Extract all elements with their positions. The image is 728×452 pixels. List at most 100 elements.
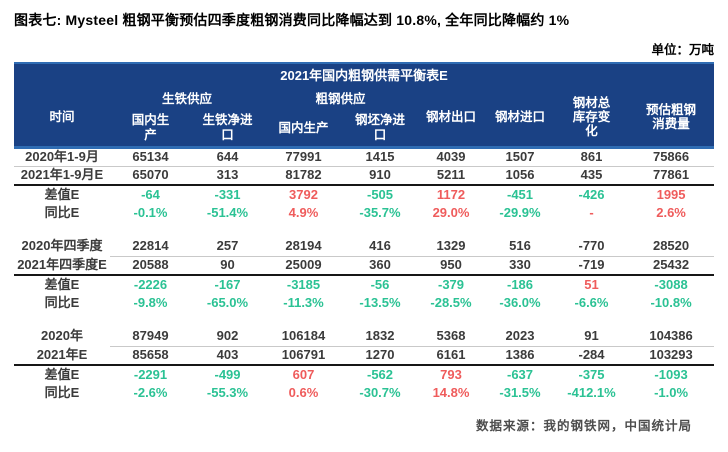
value-cell: -55.3% xyxy=(206,385,249,401)
table-row: 2021年1-9月E 65070 313 81782 910 5211 1056 435 778… xyxy=(14,166,715,186)
col-header-time: 时间 xyxy=(14,89,110,149)
row-label: 同比E xyxy=(44,295,80,311)
value-cell: 2.6% xyxy=(656,205,686,221)
value-cell: -10.8% xyxy=(650,295,692,311)
value-cell: -28.5% xyxy=(430,295,472,311)
value-cell: -29.9% xyxy=(499,205,541,221)
value-cell: -562 xyxy=(343,364,417,384)
value-cell: 5368 xyxy=(417,327,485,347)
unit-label: 单位：万吨 xyxy=(651,43,714,57)
data-source: 数据来源：我的钢铁网，中国统计局 xyxy=(475,419,692,433)
value-cell: -0.1% xyxy=(133,205,168,221)
value-cell: 51 xyxy=(555,274,628,294)
value-cell: -3088 xyxy=(628,274,715,294)
value-cell: -56 xyxy=(343,274,417,294)
row-label: 差值E xyxy=(14,274,110,294)
value-cell: 29.0% xyxy=(432,205,470,221)
value-cell: -426 xyxy=(555,184,628,204)
value-cell: -331 xyxy=(191,184,264,204)
value-cell: -284 xyxy=(555,346,628,366)
row-label: 2021年四季度E xyxy=(17,256,107,272)
row-label: 2020年1-9月 xyxy=(14,147,110,167)
value-cell: -3185 xyxy=(264,274,343,294)
value-cell: 14.8% xyxy=(432,385,470,401)
value-cell: 416 xyxy=(343,237,417,257)
value-cell: -31.5% xyxy=(499,385,541,401)
table-row: 同比E -2.6% -55.3% 0.6% -30.7% 14.8% -31.5% -412.… xyxy=(14,384,714,403)
value-cell: - xyxy=(589,205,594,221)
value-cell: 1329 xyxy=(417,237,485,257)
value-cell: 104386 xyxy=(628,327,715,347)
value-cell: -65.0% xyxy=(206,295,249,311)
value-cell: 1270 xyxy=(343,346,417,366)
value-cell: 28194 xyxy=(264,237,343,257)
table-row: 差值E -64 -331 3792 -505 1172 -451 -426 1995 xyxy=(14,184,715,204)
value-cell: -186 xyxy=(485,274,555,294)
col-header-billet-net-import: 钢坯净进口 xyxy=(343,110,417,149)
col-header-inventory-change: 钢材总库存变化 xyxy=(555,89,628,149)
value-cell: 25432 xyxy=(628,256,715,276)
value-cell: -36.0% xyxy=(499,295,541,311)
value-cell: 6161 xyxy=(417,346,485,366)
value-cell: -451 xyxy=(485,184,555,204)
value-cell: 403 xyxy=(191,346,264,366)
table-row: 同比E -9.8% -65.0% -11.3% -13.5% -28.5% -36.0% -6… xyxy=(14,294,714,313)
value-cell: 1056 xyxy=(485,166,555,186)
value-cell: 0.6% xyxy=(288,385,319,401)
row-label: 2021年1-9月E xyxy=(14,166,110,186)
table-row: 2021年E 85658 403 106791 1270 6161 1386 -284 1032… xyxy=(14,346,715,366)
value-cell: -505 xyxy=(343,184,417,204)
value-cell: -11.3% xyxy=(283,295,324,311)
table-row: 2021年四季度E 20588 90 25009 360 950 330 -719 25432 xyxy=(14,256,715,276)
value-cell: -2291 xyxy=(110,364,191,384)
value-cell: 90 xyxy=(191,256,264,276)
group-spacer xyxy=(14,313,714,327)
value-cell: 1507 xyxy=(485,147,555,167)
value-cell: 77861 xyxy=(628,166,715,186)
value-cell: -51.4% xyxy=(206,205,249,221)
value-cell: 4.9% xyxy=(288,205,319,221)
value-cell: -499 xyxy=(191,364,264,384)
value-cell: 435 xyxy=(555,166,628,186)
table-header: 2021年国内粗钢供需平衡表E 时间 生铁供应 粗钢供应 钢材出口 钢材进口 钢… xyxy=(14,62,715,149)
report-figure: 图表七: Mysteel 粗钢平衡预估四季度粗钢消费同比降幅达到 10.8%, … xyxy=(14,12,715,433)
value-cell: 5211 xyxy=(417,166,485,186)
value-cell: 910 xyxy=(343,166,417,186)
value-cell: 65134 xyxy=(110,147,191,167)
value-cell: -770 xyxy=(555,237,628,257)
value-cell: -2.6% xyxy=(133,385,168,401)
value-cell: 607 xyxy=(264,364,343,384)
row-label: 同比E xyxy=(44,385,80,401)
col-header-steel-export: 钢材出口 xyxy=(417,89,485,149)
row-label: 2020年 xyxy=(41,328,83,344)
value-cell: 2023 xyxy=(485,327,555,347)
value-cell: 257 xyxy=(191,237,264,257)
value-cell: 22814 xyxy=(110,237,191,257)
col-header-pig-net-import: 生铁净进口 xyxy=(191,110,264,149)
col-group-pig-iron-supply: 生铁供应 xyxy=(110,89,264,110)
value-cell: -35.7% xyxy=(359,205,401,221)
table-row: 差值E -2291 -499 607 -562 793 -637 -375 -1093 xyxy=(14,364,715,384)
value-cell: 25009 xyxy=(264,256,343,276)
value-cell: 950 xyxy=(417,256,485,276)
value-cell: 360 xyxy=(343,256,417,276)
steel-balance-table: 2021年国内粗钢供需平衡表E 时间 生铁供应 粗钢供应 钢材出口 钢材进口 钢… xyxy=(14,62,715,403)
value-cell: -637 xyxy=(485,364,555,384)
value-cell: -30.7% xyxy=(359,385,401,401)
value-cell: -6.6% xyxy=(574,295,609,311)
col-group-crude-steel-supply: 粗钢供应 xyxy=(264,89,417,110)
value-cell: -167 xyxy=(191,274,264,294)
value-cell: 75866 xyxy=(628,147,715,167)
value-cell: 106791 xyxy=(264,346,343,366)
value-cell: 81782 xyxy=(264,166,343,186)
table-row: 2020年1-9月 65134 644 77991 1415 4039 1507 861 758… xyxy=(14,147,715,167)
value-cell: -379 xyxy=(417,274,485,294)
value-cell: -1.0% xyxy=(654,385,689,401)
value-cell: 65070 xyxy=(110,166,191,186)
row-label: 2021年E xyxy=(36,346,88,362)
col-header-steel-import: 钢材进口 xyxy=(485,89,555,149)
table-row: 差值E -2226 -167 -3185 -56 -379 -186 51 -3088 xyxy=(14,274,715,294)
col-header-est-consumption: 预估粗钢消费量 xyxy=(628,89,715,149)
value-cell: 91 xyxy=(555,327,628,347)
value-cell: 87949 xyxy=(110,327,191,347)
